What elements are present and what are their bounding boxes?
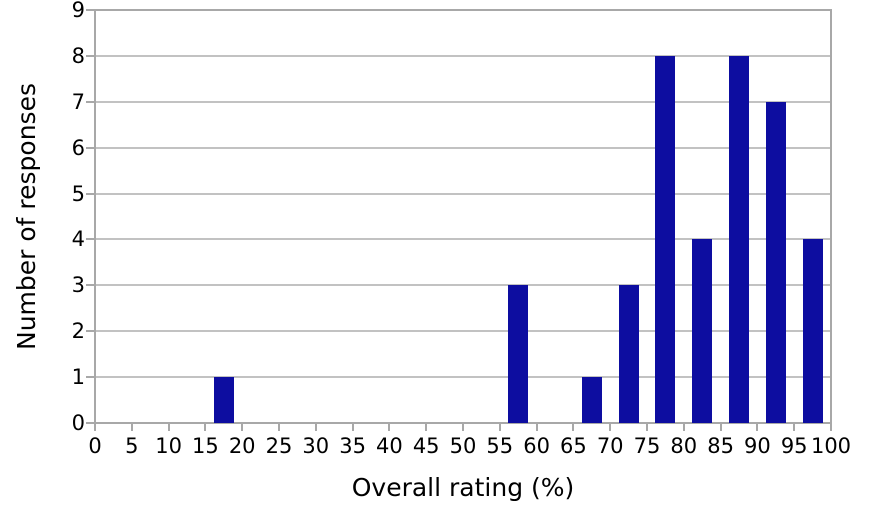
x-tick-label-100: 100 <box>810 434 852 458</box>
y-tick-8 <box>86 54 95 57</box>
x-tick-30 <box>314 423 317 431</box>
plot-top-border <box>95 9 832 11</box>
x-tick-95 <box>793 423 796 431</box>
x-tick-80 <box>682 423 685 431</box>
y-tick-label-2: 2 <box>71 319 85 344</box>
y-tick-4 <box>86 238 95 241</box>
bar-57.5 <box>508 285 529 423</box>
x-tick-label-15: 15 <box>192 434 219 458</box>
y-tick-label-9: 9 <box>71 0 85 22</box>
x-tick-label-85: 85 <box>707 434 734 458</box>
gridline-y-1 <box>95 376 831 379</box>
x-tick-45 <box>425 423 428 431</box>
x-tick-label-40: 40 <box>376 434 403 458</box>
x-tick-25 <box>278 423 280 431</box>
x-tick-label-50: 50 <box>449 434 477 458</box>
x-tick-50 <box>462 423 464 431</box>
gridline-y-7 <box>95 100 831 103</box>
x-tick-label-70: 70 <box>596 434 624 458</box>
x-axis-title: Overall rating (%) <box>351 473 575 502</box>
gridline-y-8 <box>95 54 831 57</box>
y-tick-label-3: 3 <box>71 273 85 298</box>
y-tick-0 <box>86 422 95 424</box>
x-tick-75 <box>646 423 648 431</box>
x-tick-55 <box>498 423 501 431</box>
bar-17.5 <box>213 377 234 423</box>
y-tick-label-4: 4 <box>71 227 85 252</box>
y-axis-line <box>94 9 96 424</box>
gridline-y-6 <box>95 146 831 149</box>
y-tick-label-1: 1 <box>71 365 85 390</box>
x-tick-label-90: 90 <box>744 434 771 458</box>
x-tick-90 <box>756 423 759 431</box>
x-tick-15 <box>204 423 207 431</box>
x-tick-20 <box>241 423 244 431</box>
x-tick-label-30: 30 <box>302 434 330 458</box>
x-tick-label-55: 55 <box>486 434 514 458</box>
y-tick-5 <box>86 192 95 195</box>
x-tick-label-75: 75 <box>633 434 661 458</box>
x-tick-5 <box>130 423 133 431</box>
bar-92.5 <box>765 101 786 423</box>
x-tick-100 <box>830 423 832 431</box>
y-tick-label-6: 6 <box>71 135 85 160</box>
gridline-y-2 <box>95 330 831 333</box>
x-tick-40 <box>388 423 391 431</box>
bar-67.5 <box>581 377 602 423</box>
y-tick-3 <box>86 284 95 287</box>
gridline-y-5 <box>95 192 831 195</box>
bar-72.5 <box>618 285 639 423</box>
bar-82.5 <box>692 239 713 423</box>
x-tick-label-35: 35 <box>339 434 366 458</box>
x-tick-label-65: 65 <box>560 434 587 458</box>
x-tick-label-80: 80 <box>670 434 698 458</box>
x-tick-label-10: 10 <box>155 434 182 458</box>
bar-87.5 <box>729 55 749 423</box>
y-tick-label-0: 0 <box>71 411 85 435</box>
y-tick-1 <box>86 376 95 379</box>
x-tick-0 <box>94 423 96 431</box>
x-tick-10 <box>167 423 170 431</box>
x-tick-35 <box>351 423 354 431</box>
bar-97.5 <box>802 239 823 423</box>
y-tick-label-5: 5 <box>71 181 85 206</box>
plot-right-border <box>830 9 832 424</box>
x-tick-65 <box>572 423 575 431</box>
x-tick-70 <box>609 423 612 431</box>
bar-77.5 <box>655 55 676 423</box>
x-tick-label-25: 25 <box>265 434 293 458</box>
y-tick-9 <box>86 9 95 11</box>
x-tick-60 <box>535 423 538 431</box>
x-tick-label-0: 0 <box>88 434 102 458</box>
y-tick-6 <box>86 146 95 149</box>
y-tick-2 <box>86 330 95 333</box>
x-tick-label-20: 20 <box>228 434 256 458</box>
gridline-y-3 <box>95 284 831 287</box>
y-tick-label-8: 8 <box>71 43 85 68</box>
x-tick-label-95: 95 <box>780 434 808 458</box>
y-tick-7 <box>86 100 95 103</box>
x-tick-label-5: 5 <box>125 434 139 458</box>
y-tick-label-7: 7 <box>71 89 85 114</box>
x-tick-label-60: 60 <box>523 434 550 458</box>
x-tick-85 <box>719 423 722 431</box>
x-tick-label-45: 45 <box>412 434 440 458</box>
gridline-y-4 <box>95 238 831 241</box>
